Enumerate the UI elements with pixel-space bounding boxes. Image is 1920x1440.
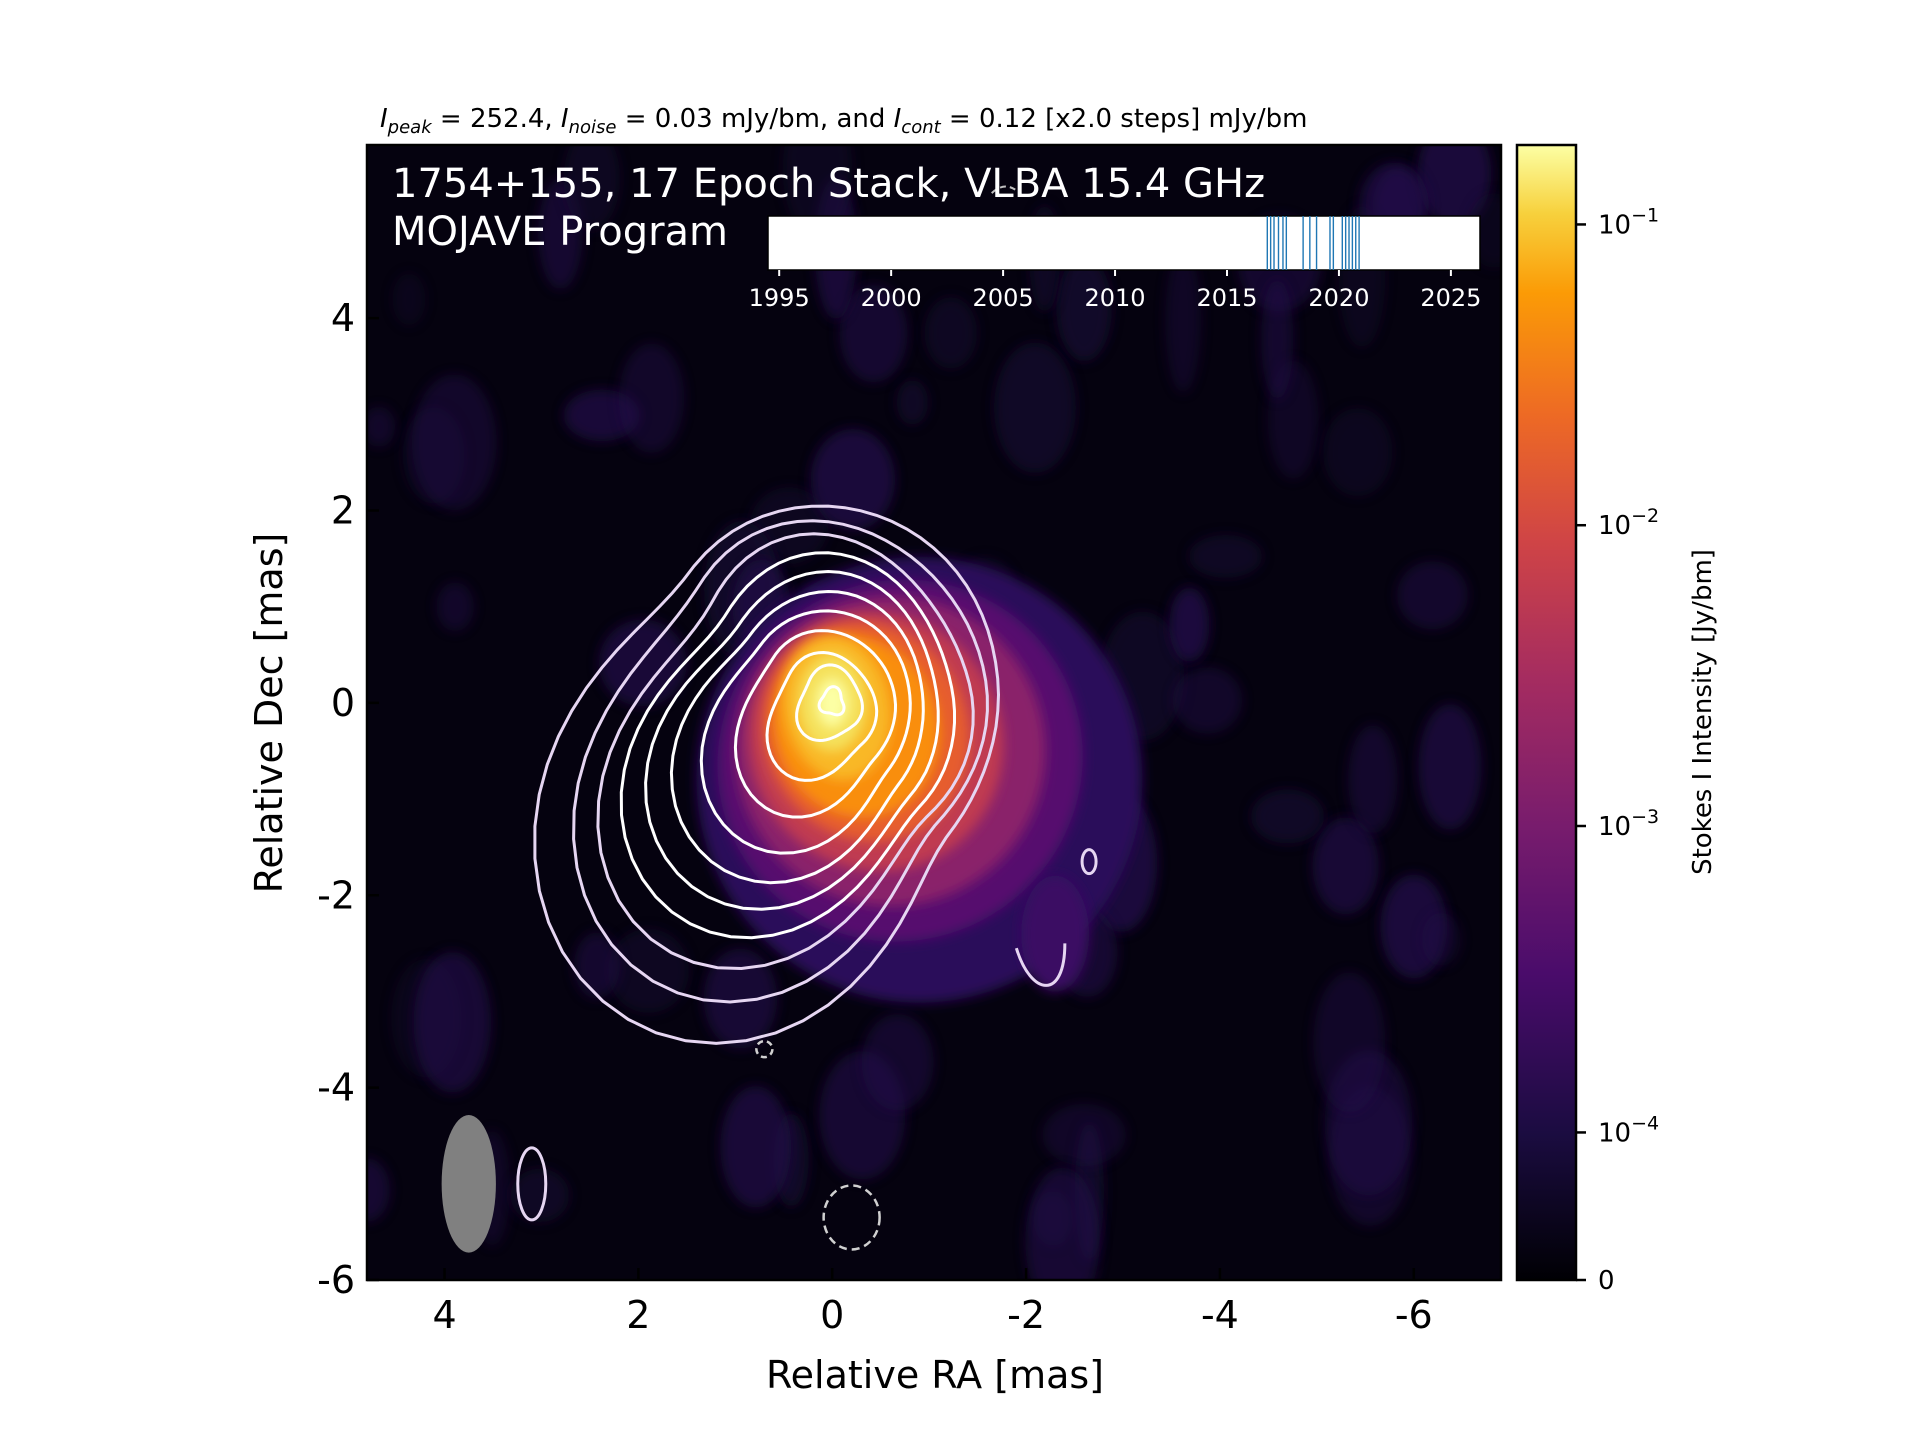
colorbar-gradient <box>1515 143 1578 1282</box>
noise-patch <box>810 429 896 531</box>
colorbar: 0 10−4 10−3 10−2 10−1 Stokes I Intensity [Jy… <box>1515 143 1718 1296</box>
y-axis: 4 2 0 -2 -4 -6 <box>317 296 379 1302</box>
noise-patch <box>1312 817 1379 915</box>
noise-patch <box>618 343 685 453</box>
contour-level <box>644 569 940 911</box>
contour-level <box>572 519 989 1004</box>
noise-patch <box>861 1014 934 1111</box>
x-tick-label: 2 <box>626 1293 650 1337</box>
colorbar-tick-label: 10−3 <box>1598 806 1659 842</box>
noise-patch <box>1323 408 1393 496</box>
colorbar-tick-label: 0 <box>1598 1266 1615 1296</box>
contour-level <box>699 609 912 855</box>
noise-patch <box>1165 248 1201 393</box>
noise-patch <box>1348 725 1398 834</box>
noise-patch <box>896 379 929 425</box>
noise-patch <box>1042 1103 1126 1166</box>
map-frame <box>365 143 1503 1282</box>
noise-patch <box>839 284 908 383</box>
top-caption: Ipeak = 252.4, Inoise = 0.03 mJy/bm, and… <box>380 104 1307 138</box>
y-axis-label: Relative Dec [mas] <box>247 533 291 894</box>
noise-patch <box>367 1158 390 1222</box>
x-tick-label: 0 <box>820 1293 844 1337</box>
negative-contour <box>822 1184 881 1251</box>
x-axis-label: Relative RA [mas] <box>766 1353 1104 1397</box>
noise-patch <box>574 932 620 999</box>
noise-patch <box>1397 561 1468 630</box>
noise-patch <box>608 928 689 1013</box>
noise-patch <box>1418 704 1482 830</box>
timeline-tick-label: 2010 <box>1085 284 1146 312</box>
colorbar-tick-label: 10−4 <box>1598 1112 1659 1148</box>
noise-patch <box>392 273 426 326</box>
contour-layer <box>516 185 1098 1251</box>
y-tick-label: -2 <box>317 873 355 917</box>
contour-level <box>619 551 956 940</box>
noise-patch <box>563 145 620 230</box>
timeline-tick-label: 2025 <box>1420 284 1481 312</box>
x-axis: 4 2 0 -2 -4 -6 <box>432 1268 1433 1337</box>
timeline-box <box>767 215 1481 271</box>
noise-patch <box>1422 912 1461 966</box>
noise-patch <box>720 1086 791 1208</box>
noise-patch <box>1172 667 1243 734</box>
timeline-tick-label: 1995 <box>749 284 810 312</box>
noise-patch <box>436 582 474 632</box>
noise-patch <box>1313 972 1386 1113</box>
jet-tail <box>1021 875 1090 992</box>
noise-patch <box>1189 534 1263 578</box>
contour-tail <box>1014 943 1067 987</box>
contour-level <box>669 589 925 885</box>
noise-patch <box>1251 789 1325 844</box>
contour-level <box>795 663 864 743</box>
noise-patch <box>510 1168 570 1223</box>
timeline-tick-label: 2015 <box>1196 284 1257 312</box>
y-tick-label: 0 <box>331 681 355 725</box>
map-title-line1: 1754+155, 17 Epoch Stack, VLBA 15.4 GHz <box>392 161 1265 207</box>
timeline-ticks: 1995 2000 2005 2010 2015 2020 2025 <box>749 270 1481 312</box>
noise-patch <box>413 951 492 1093</box>
noise-patch <box>412 374 497 511</box>
noise-patch <box>1169 587 1210 662</box>
noise-patch <box>703 948 778 1049</box>
contour-level <box>733 629 898 819</box>
contour-island <box>1080 848 1098 876</box>
noise-patch <box>994 342 1076 473</box>
colorbar-label: Stokes I Intensity [Jy/bm] <box>1688 549 1718 875</box>
contour-level <box>817 685 846 717</box>
x-tick-label: -2 <box>1007 1293 1045 1337</box>
timeline-epochs <box>1266 216 1360 270</box>
noise-patch <box>1025 1167 1100 1280</box>
colorbar-tick-label: 10−2 <box>1598 505 1659 541</box>
colorbar-tick-label: 10−1 <box>1598 204 1659 240</box>
negative-contour <box>991 185 1023 196</box>
map-title-line2: MOJAVE Program <box>392 209 728 255</box>
x-tick-label: 4 <box>432 1293 456 1337</box>
y-tick-label: 4 <box>331 296 355 340</box>
contour-level <box>533 504 1001 1045</box>
y-tick-label: 2 <box>331 489 355 533</box>
contour-level <box>596 532 975 971</box>
noise-patch <box>924 297 978 369</box>
x-tick-label: -4 <box>1201 1293 1239 1337</box>
timeline-tick-label: 2000 <box>861 284 922 312</box>
noise-patch <box>1261 279 1294 400</box>
x-tick-label: -6 <box>1395 1293 1433 1337</box>
noise-patch <box>367 406 396 447</box>
epoch-timeline: 1995 2000 2005 2010 2015 2020 2025 <box>749 215 1481 312</box>
contour-island <box>516 1146 548 1222</box>
y-tick-label: -6 <box>317 1258 355 1302</box>
noise-patch <box>1056 256 1112 362</box>
beam-ellipse <box>441 1114 496 1253</box>
y-tick-label: -4 <box>317 1066 355 1110</box>
intensity-map: 4 2 0 -2 -4 -6 4 2 0 -2 -4 -6 1754+155, 17 Epoch S… <box>317 143 1503 1337</box>
negative-contour <box>755 1039 774 1059</box>
timeline-tick-label: 2005 <box>973 284 1034 312</box>
colorbar-ticks: 0 10−4 10−3 10−2 10−1 <box>1576 204 1659 1296</box>
noise-patch <box>1417 145 1492 227</box>
timeline-tick-label: 2020 <box>1308 284 1369 312</box>
contour-level <box>765 650 879 782</box>
